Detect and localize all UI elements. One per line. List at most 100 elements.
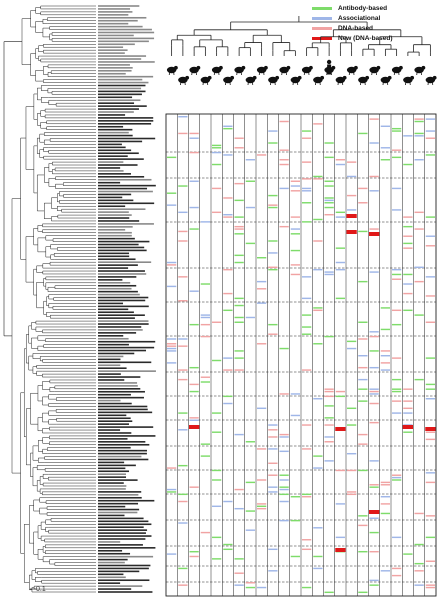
species-label [98,385,138,387]
host-association-mark [380,481,390,484]
host-association-mark [189,180,199,182]
host-association-mark [268,548,278,551]
host-association-mark [425,472,435,474]
host-association-mark [425,398,435,400]
species-label [98,446,131,449]
host-association-mark [178,240,188,242]
species-label [98,173,131,175]
species-label [98,58,142,60]
species-label [98,426,154,428]
host-association-mark [200,376,210,378]
host-association-mark [279,347,289,350]
species-label [98,296,149,299]
species-label [98,541,121,543]
host-association-mark [369,402,379,405]
host-association-mark [212,151,222,154]
new-dna-record-mark [425,427,436,431]
species-label [98,84,146,87]
host-association-mark [302,161,312,163]
host-association-mark [414,562,424,565]
host-association-mark [358,378,368,381]
host-association-mark [189,206,199,209]
species-label [98,270,145,272]
species-label [98,358,121,361]
host-association-mark [167,491,177,493]
host-association-mark [234,233,244,235]
host-association-mark [347,194,357,197]
host-silhouette-icon [200,75,212,86]
species-label [98,69,132,72]
host-association-mark [200,381,210,383]
host-association-mark [189,383,199,386]
host-association-mark [369,118,379,120]
host-association-mark [380,147,390,149]
species-label [98,96,133,99]
host-association-mark [257,503,267,505]
silhouette-body [290,76,301,84]
host-association-mark [245,582,255,584]
species-label [98,220,140,222]
silhouette-body [403,76,413,84]
host-association-mark [358,338,368,340]
host-association-mark [380,362,390,364]
host-association-mark [279,393,289,395]
host-silhouettes [166,59,437,86]
host-association-mark [347,469,357,472]
host-association-mark [178,500,188,503]
host-association-mark [335,247,345,249]
host-association-mark [380,496,390,498]
host-association-mark [234,147,244,149]
host-association-mark [302,297,312,300]
species-label [98,526,144,529]
host-association-mark [245,481,255,484]
species-label [98,491,142,493]
host-association-mark [234,350,244,352]
host-association-mark [290,414,300,417]
species-label [98,390,145,393]
silhouette-head [342,75,347,80]
host-association-mark [324,156,334,159]
host-association-mark [380,512,390,515]
host-association-mark [257,154,267,156]
host-association-mark [200,335,210,338]
host-association-mark [358,355,368,357]
host-association-mark [392,536,402,539]
host-silhouette-icon [380,75,392,86]
host-association-mark [302,187,312,190]
silhouette-body [200,76,211,84]
host-association-mark [335,261,345,264]
host-association-mark [268,424,278,426]
host-association-mark [212,479,222,481]
host-silhouette-icon [245,75,257,86]
host-association-mark [212,536,222,539]
host-association-mark [313,455,323,457]
species-label [98,72,126,75]
host-association-mark [268,323,278,326]
host-association-mark [369,584,379,586]
silhouette-head [286,65,291,70]
host-silhouette-icon [414,65,426,76]
host-association-mark [257,280,267,283]
host-association-mark [257,586,267,589]
species-label [98,170,124,172]
host-association-mark [268,204,278,206]
species-label [98,496,142,499]
host-association-mark [324,436,334,438]
host-association-mark [347,175,357,178]
species-label [98,373,121,375]
host-association-mark [290,228,300,230]
species-label [98,125,124,128]
host-association-mark [392,127,402,130]
host-association-mark [257,448,267,450]
host-association-mark [347,161,357,163]
host-silhouette-icon [335,75,347,86]
host-association-mark [403,247,413,249]
species-label [98,205,126,208]
host-association-mark [380,159,390,161]
species-label [98,122,152,125]
host-association-mark [347,347,357,350]
host-association-mark [302,586,312,589]
species-label [98,181,121,184]
species-label [98,382,138,384]
host-association-mark [178,338,188,340]
